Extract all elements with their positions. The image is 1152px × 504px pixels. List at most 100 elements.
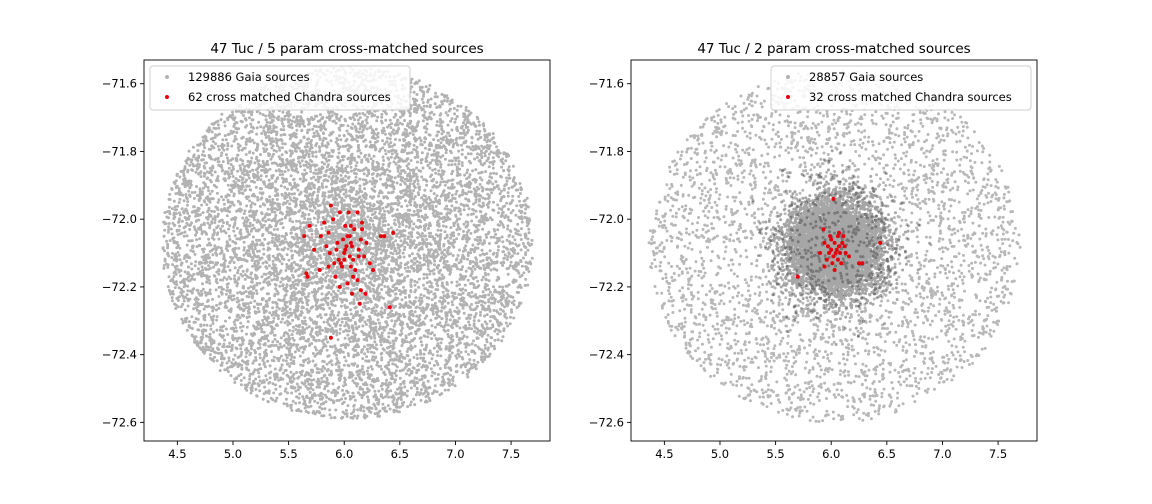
left-chandra-point (342, 251, 347, 255)
left-chandra-point (338, 261, 343, 266)
left-chandra-point (307, 223, 312, 228)
left-chandra-point (357, 301, 362, 306)
right-plot-frame (630, 59, 1038, 442)
right-chandra-point (829, 237, 834, 242)
left-chandra-point (332, 261, 337, 266)
right-chandra-points-layer (795, 196, 883, 279)
left-chandra-point (318, 234, 323, 239)
left-y-tick-label: −71.8 (102, 144, 137, 158)
left-chandra-point (305, 274, 310, 279)
left-chandra-point (326, 264, 331, 269)
left-chandra-point (356, 254, 361, 259)
left-chandra-point (343, 247, 348, 252)
right-y-tick-label: −72.6 (589, 415, 624, 429)
left-chandra-point (351, 274, 356, 279)
left-chandra-point (353, 268, 358, 272)
left-chandra-point (352, 227, 357, 232)
right-chandra-point (832, 240, 837, 245)
left-gaia-points-layer (161, 65, 534, 420)
left-legend: 129886 Gaia sources 62 cross matched Cha… (149, 65, 411, 111)
right-y-tick-label: −71.8 (589, 144, 624, 158)
right-x-tick-label: 5.0 (711, 447, 729, 461)
right-chandra-point (838, 251, 843, 255)
left-chart-title: 47 Tuc / 5 param cross-matched sources (210, 41, 483, 57)
left-chandra-point (340, 264, 344, 269)
left-chandra-point (350, 244, 354, 249)
right-chandra-point (831, 254, 836, 259)
left-x-tick-label: 5.5 (279, 447, 297, 461)
left-chandra-point (360, 220, 364, 225)
right-chandra-point (840, 240, 845, 245)
right-chandra-point (828, 234, 833, 239)
right-chandra-point (818, 251, 823, 255)
left-chandra-point (337, 210, 342, 215)
left-legend-gaia-label: 129886 Gaia sources (188, 70, 310, 84)
left-x-tick-label: 6.0 (335, 447, 353, 461)
right-chandra-point (837, 244, 841, 249)
left-chandra-point (356, 247, 361, 252)
right-chandra-point (825, 244, 830, 249)
left-chandra-point (345, 234, 350, 239)
right-y-tick-label: −72.0 (589, 212, 624, 226)
left-chandra-point (341, 237, 346, 242)
left-chandra-point (312, 247, 317, 252)
right-chandra-point (841, 234, 846, 239)
left-chandra-point (363, 291, 368, 296)
left-x-tick-label: 5.0 (224, 447, 242, 461)
left-plot-frame (143, 59, 551, 442)
left-x-tick-label: 7.0 (446, 447, 464, 461)
right-chandra-point (835, 257, 840, 262)
left-chandra-point (317, 268, 322, 272)
right-legend-box (770, 65, 1032, 111)
right-chandra-point (827, 251, 831, 255)
left-chandra-point (371, 268, 376, 272)
left-chandra-point (348, 264, 353, 269)
left-x-tick-label: 7.5 (502, 447, 520, 461)
left-scatter-panel: 47 Tuc / 5 param cross-matched sources 4… (102, 41, 551, 461)
left-chandra-point (358, 288, 363, 293)
right-chart-title: 47 Tuc / 2 param cross-matched sources (697, 41, 970, 57)
right-chandra-point (795, 274, 800, 279)
left-chandra-point (387, 305, 392, 310)
left-legend-gaia-marker (165, 75, 169, 79)
left-chandra-point (364, 240, 369, 245)
left-chandra-point (367, 261, 372, 266)
right-chandra-point (878, 240, 883, 245)
left-chandra-point (334, 247, 339, 252)
right-x-axis: 4.5 5.0 5.5 6.0 6.5 7.0 7.5 (655, 441, 1007, 461)
left-chandra-point (391, 230, 396, 235)
left-chandra-point (302, 234, 307, 239)
right-chandra-point (835, 234, 840, 239)
left-chandra-point (344, 244, 349, 249)
left-chandra-point (328, 335, 333, 340)
left-chandra-point (378, 234, 383, 239)
left-y-tick-label: −72.6 (102, 415, 137, 429)
left-chandra-point (326, 230, 331, 235)
right-plot-area (631, 60, 1037, 441)
right-chandra-point (822, 264, 827, 269)
left-y-axis: −71.6 −71.8 −72.0 −72.2 −72.4 −72.6 (102, 77, 144, 429)
right-chandra-point (821, 227, 826, 232)
left-chandra-point (362, 254, 367, 259)
left-x-axis: 4.5 5.0 5.5 6.0 6.5 7.0 7.5 (168, 441, 520, 461)
right-y-axis: −71.6 −71.8 −72.0 −72.2 −72.4 −72.6 (589, 77, 631, 429)
left-chandra-point (324, 244, 329, 249)
right-chandra-point (832, 268, 837, 272)
right-y-tick-label: −71.6 (589, 77, 624, 91)
left-chandra-points-layer (302, 203, 396, 340)
left-x-tick-label: 6.5 (391, 447, 409, 461)
left-chandra-point (355, 278, 360, 283)
right-y-tick-label: −72.4 (589, 348, 624, 362)
left-chandra-point (347, 254, 352, 259)
right-chandra-point (842, 244, 847, 249)
right-gaia-points-layer (647, 70, 1022, 424)
right-x-tick-label: 6.0 (822, 447, 840, 461)
left-y-tick-label: −72.4 (102, 348, 137, 362)
left-chandra-point (348, 240, 353, 245)
right-x-tick-label: 4.5 (655, 447, 673, 461)
left-chandra-point (304, 271, 309, 276)
left-chandra-point (382, 234, 387, 239)
right-legend-chandra-label: 32 cross matched Chandra sources (809, 90, 1012, 104)
left-chandra-point (331, 217, 336, 222)
